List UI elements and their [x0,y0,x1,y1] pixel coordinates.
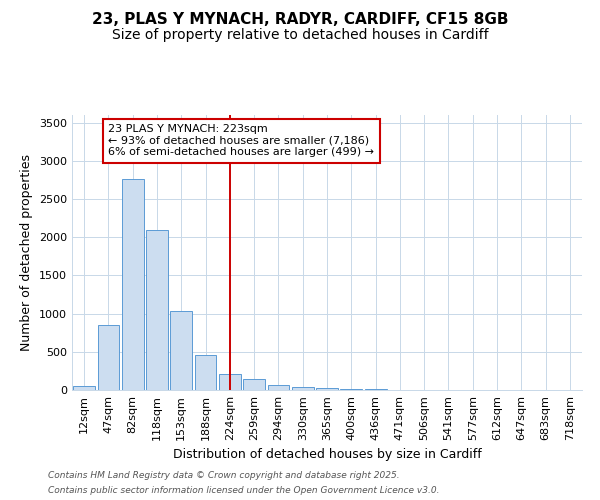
Text: Contains HM Land Registry data © Crown copyright and database right 2025.: Contains HM Land Registry data © Crown c… [48,471,400,480]
Bar [292,387,314,390]
X-axis label: Distribution of detached houses by size in Cardiff: Distribution of detached houses by size … [173,448,481,462]
Bar [73,386,95,390]
Text: 23, PLAS Y MYNACH, RADYR, CARDIFF, CF15 8GB: 23, PLAS Y MYNACH, RADYR, CARDIFF, CF15 … [92,12,508,28]
Bar [97,325,119,390]
Bar [122,179,143,390]
Y-axis label: Number of detached properties: Number of detached properties [20,154,34,351]
Bar [243,378,265,390]
Bar [340,389,362,390]
Bar [170,312,192,390]
Text: Contains public sector information licensed under the Open Government Licence v3: Contains public sector information licen… [48,486,439,495]
Bar [268,384,289,390]
Bar [219,374,241,390]
Bar [146,230,168,390]
Bar [316,388,338,390]
Bar [194,355,217,390]
Text: 23 PLAS Y MYNACH: 223sqm
← 93% of detached houses are smaller (7,186)
6% of semi: 23 PLAS Y MYNACH: 223sqm ← 93% of detach… [109,124,374,158]
Text: Size of property relative to detached houses in Cardiff: Size of property relative to detached ho… [112,28,488,42]
